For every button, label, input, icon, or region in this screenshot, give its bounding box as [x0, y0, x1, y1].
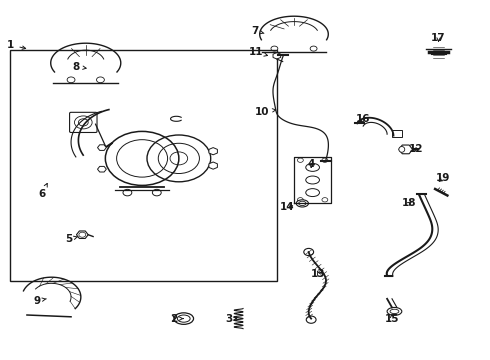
Text: 15: 15	[385, 314, 399, 324]
Ellipse shape	[306, 189, 319, 197]
Text: 11: 11	[249, 47, 268, 57]
Bar	[10, 50, 277, 281]
Text: 18: 18	[402, 198, 416, 208]
Ellipse shape	[399, 147, 405, 152]
Ellipse shape	[174, 313, 194, 324]
Text: 7: 7	[251, 26, 264, 36]
Ellipse shape	[177, 315, 190, 322]
Text: 10: 10	[255, 107, 276, 117]
Text: 3: 3	[226, 314, 237, 324]
Text: 19: 19	[436, 173, 451, 183]
Text: 13: 13	[311, 269, 326, 279]
Ellipse shape	[306, 176, 319, 184]
Ellipse shape	[387, 307, 402, 315]
Text: 1: 1	[7, 40, 25, 50]
Text: 9: 9	[34, 296, 47, 306]
Ellipse shape	[390, 309, 399, 314]
Text: 16: 16	[355, 114, 370, 124]
Text: 4: 4	[307, 159, 315, 169]
Ellipse shape	[298, 201, 306, 206]
Ellipse shape	[296, 200, 309, 207]
Ellipse shape	[306, 163, 319, 171]
Text: 12: 12	[409, 144, 424, 154]
Text: 5: 5	[65, 234, 78, 244]
Text: 2: 2	[171, 314, 183, 324]
Text: 8: 8	[73, 62, 86, 72]
Bar	[392, 130, 402, 137]
FancyBboxPatch shape	[70, 112, 97, 132]
Text: 14: 14	[279, 202, 294, 212]
Text: 6: 6	[38, 184, 47, 199]
Text: 17: 17	[431, 33, 446, 43]
